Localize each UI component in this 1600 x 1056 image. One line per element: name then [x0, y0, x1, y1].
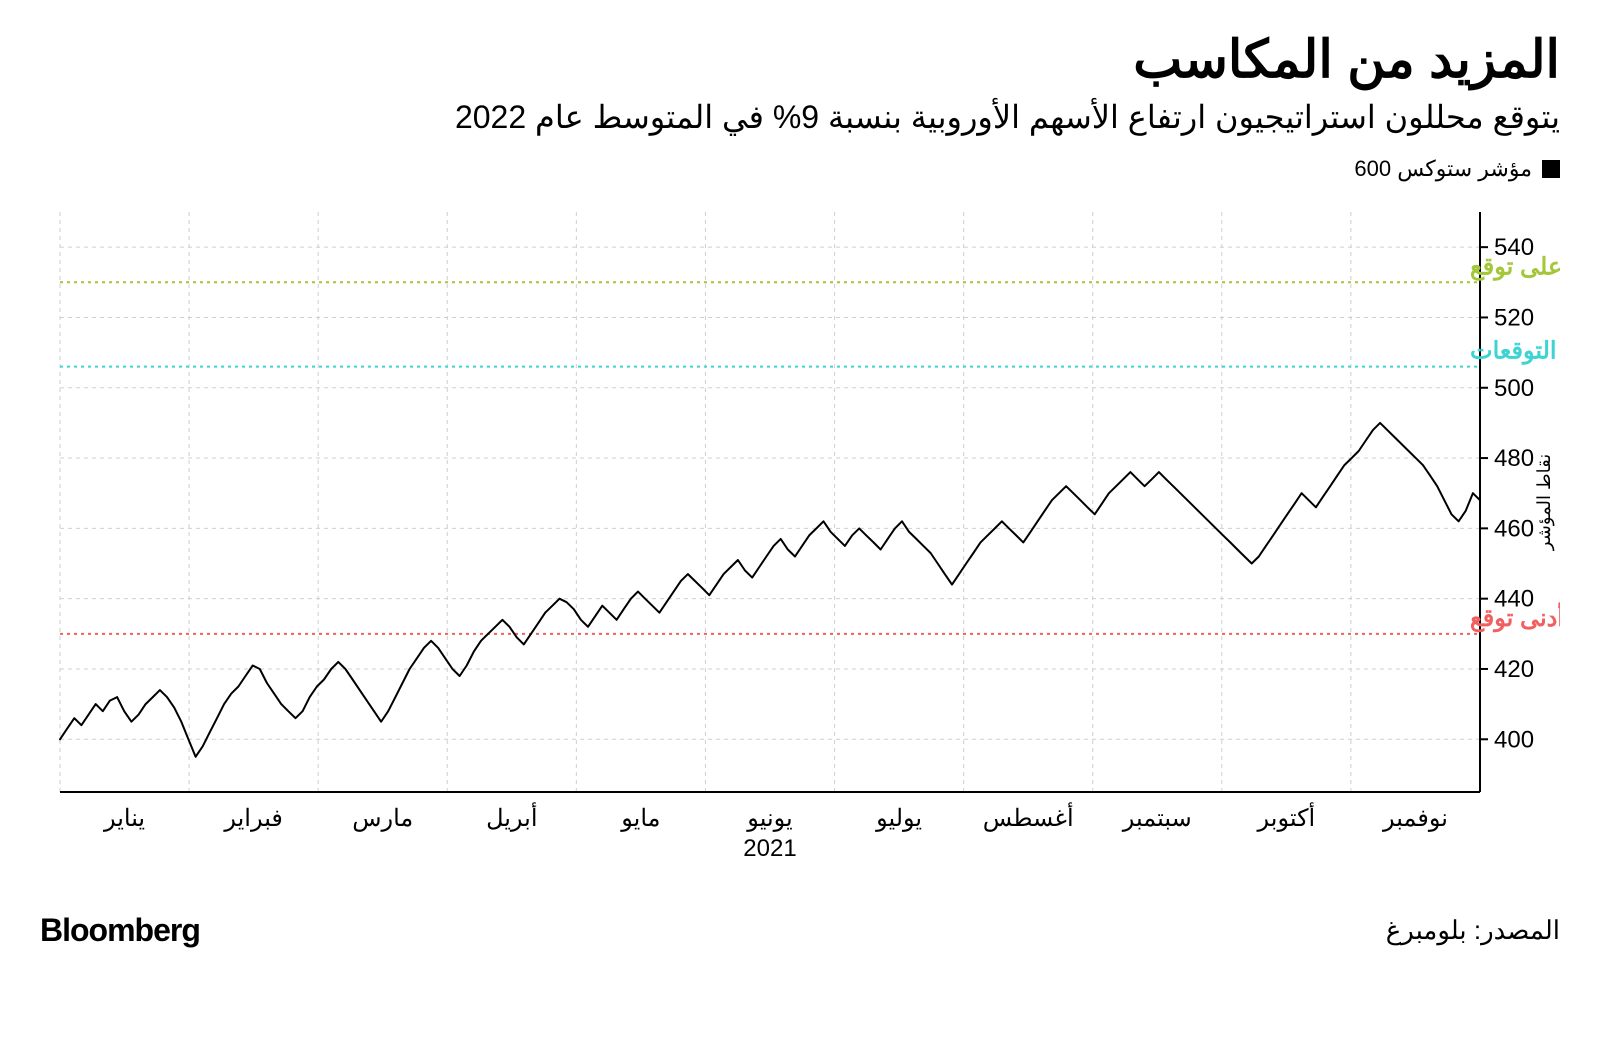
source-text: المصدر: بلومبرغ: [1386, 915, 1560, 946]
chart-svg: 400420440460480500520540نقاط المؤشريناير…: [40, 192, 1560, 892]
y-tick-label: 480: [1494, 445, 1534, 472]
x-tick-label: أغسطس: [983, 801, 1074, 832]
brand-logo: Bloomberg: [40, 912, 200, 949]
y-axis-label: نقاط المؤشر: [1534, 454, 1555, 551]
x-tick-label: أبريل: [486, 801, 537, 832]
y-tick-label: 500: [1494, 375, 1534, 402]
reference-label: متوسط التوقعات: [1470, 338, 1560, 366]
x-tick-label: مايو: [620, 805, 660, 832]
x-tick-label: مارس: [352, 805, 413, 832]
legend: مؤشر ستوكس 600: [40, 156, 1560, 182]
x-tick-label: نوفمبر: [1382, 805, 1448, 832]
chart-subtitle: يتوقع محللون استراتيجيون ارتفاع الأسهم ا…: [40, 98, 1560, 136]
x-year-label: 2021: [743, 835, 796, 862]
x-tick-label: يونيو: [746, 805, 792, 832]
chart-title: المزيد من المكاسب: [40, 30, 1560, 90]
y-tick-label: 420: [1494, 656, 1534, 683]
x-tick-label: يناير: [103, 805, 145, 832]
legend-series-label: مؤشر ستوكس 600: [1354, 156, 1532, 182]
legend-swatch: [1542, 160, 1560, 178]
reference-label: أدنى توقع: [1470, 600, 1560, 633]
y-tick-label: 460: [1494, 515, 1534, 542]
x-tick-label: يوليو: [875, 805, 922, 832]
x-tick-label: سبتمبر: [1122, 805, 1192, 832]
x-tick-label: فبراير: [223, 805, 283, 832]
chart-area: 400420440460480500520540نقاط المؤشريناير…: [40, 192, 1560, 892]
footer: المصدر: بلومبرغ Bloomberg: [40, 912, 1560, 949]
y-tick-label: 520: [1494, 304, 1534, 331]
x-tick-label: أكتوبر: [1257, 801, 1316, 832]
y-tick-label: 400: [1494, 726, 1534, 753]
stoxx-600-line: [60, 423, 1480, 757]
reference-label: أعلى توقع: [1470, 248, 1560, 281]
